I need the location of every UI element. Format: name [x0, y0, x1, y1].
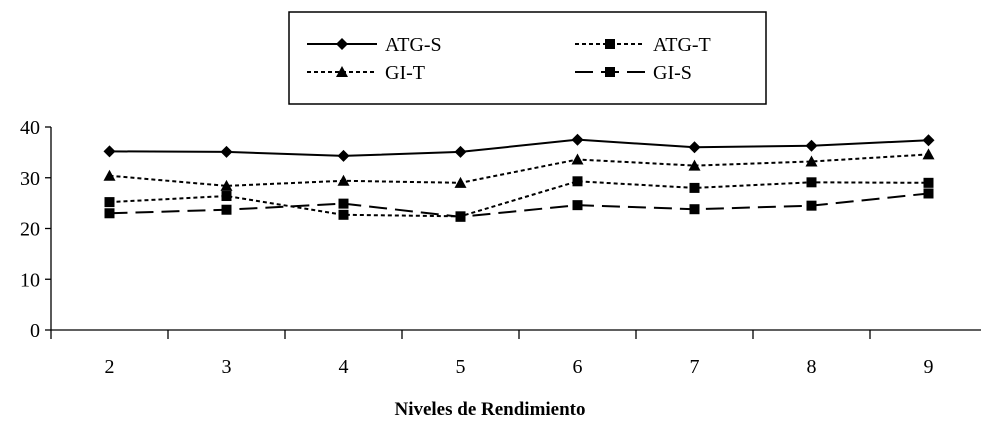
x-axis-title: Niveles de Rendimiento [394, 399, 585, 420]
legend: ATG-S ATG-T GI-T GI-S [307, 34, 711, 84]
series-lines [109, 138, 929, 218]
data-point-gi-t [805, 155, 818, 167]
legend-label: GI-T [385, 62, 425, 84]
data-point-gi-s [221, 204, 232, 215]
data-point-atg-s [571, 133, 584, 146]
x-tick-label: 3 [222, 356, 232, 378]
series-line-gi-s [109, 192, 929, 218]
data-point-gi-t [688, 159, 701, 171]
data-point-gi-s [338, 198, 349, 209]
data-point-atg-s [220, 145, 233, 158]
data-point-gi-t [337, 174, 350, 186]
y-tick-label: 0 [30, 320, 40, 342]
x-tick-label: 5 [456, 356, 466, 378]
x-axis-ticks: 2 3 4 5 6 7 8 9 [50, 330, 934, 378]
legend-swatch-marker [605, 67, 615, 77]
data-point-gi-s [572, 200, 583, 211]
data-point-gi-s [806, 200, 817, 211]
data-point-gi-s [689, 204, 700, 215]
data-point-atg-s [805, 139, 818, 152]
data-point-gi-s [923, 188, 934, 199]
data-point-atg-t [572, 176, 583, 187]
data-point-atg-s [688, 141, 701, 154]
legend-box [288, 11, 767, 105]
data-point-atg-s [337, 149, 350, 162]
y-axis-ticks: 0 10 20 30 40 [20, 117, 51, 342]
x-tick-label: 6 [573, 356, 583, 378]
data-point-atg-t [806, 177, 817, 188]
x-tick-label: 9 [924, 356, 934, 378]
data-point-gi-t [103, 169, 116, 181]
data-point-gi-t [220, 179, 233, 191]
x-tick-label: 2 [105, 356, 115, 378]
series-markers [103, 133, 935, 222]
legend-swatch-marker [336, 38, 348, 50]
data-point-gi-t [922, 148, 935, 160]
x-tick-label: 4 [339, 356, 349, 378]
data-point-atg-s [922, 134, 935, 147]
series-line-atg-t [109, 180, 929, 218]
legend-swatch-marker [336, 66, 348, 77]
data-point-atg-t [338, 209, 349, 220]
y-tick-label: 30 [20, 168, 40, 190]
data-point-atg-t [923, 177, 934, 188]
x-tick-label: 8 [807, 356, 817, 378]
series-line-atg-s [109, 138, 929, 157]
y-tick-label: 40 [20, 117, 40, 139]
y-tick-label: 10 [20, 269, 40, 291]
data-point-gi-s [455, 211, 466, 222]
legend-label: ATG-S [385, 34, 442, 56]
data-point-gi-s [104, 208, 115, 219]
data-point-atg-t [104, 197, 115, 208]
data-point-gi-t [454, 176, 467, 188]
data-point-gi-t [571, 153, 584, 165]
data-point-atg-t [221, 191, 232, 202]
data-point-atg-t [689, 182, 700, 193]
legend-label: ATG-T [653, 34, 711, 56]
x-tick-label: 7 [690, 356, 700, 378]
data-point-atg-s [454, 145, 467, 158]
legend-swatch-marker [605, 39, 615, 49]
data-point-atg-s [103, 145, 116, 158]
legend-label: GI-S [653, 62, 692, 84]
y-tick-label: 20 [20, 219, 40, 241]
series-line-gi-t [109, 153, 929, 187]
